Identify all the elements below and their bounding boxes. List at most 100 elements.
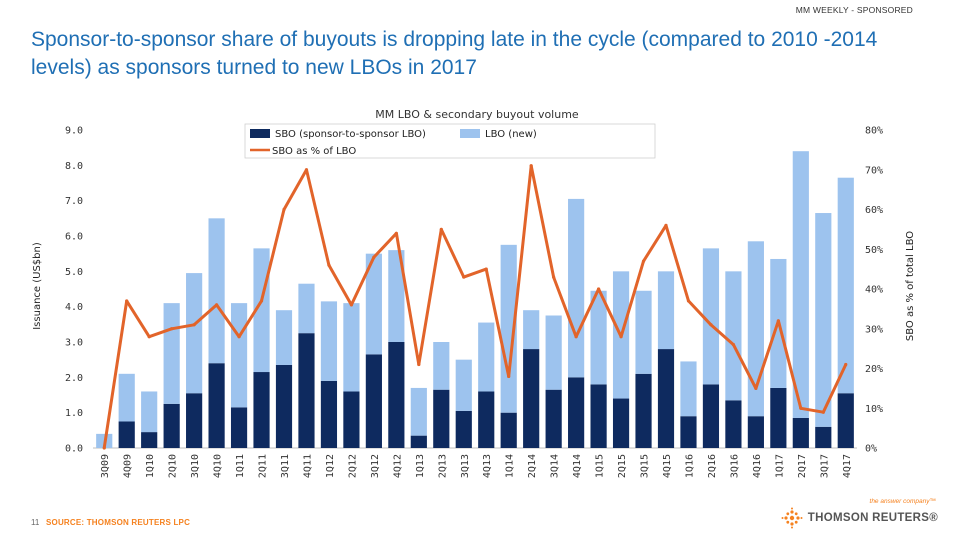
- reuters-dot-icon: [781, 507, 803, 529]
- bar-sbo-3Q11: [275, 364, 293, 448]
- bar-sbo-1Q10: [141, 432, 158, 448]
- y2-tick-label: 10%: [865, 404, 883, 415]
- bar-sbo-3Q13: [455, 410, 472, 448]
- bar-sbo-4Q13: [478, 391, 495, 448]
- bar-sbo-4Q09: [118, 421, 135, 448]
- sbo-share-point-4Q12: [394, 231, 398, 235]
- x-tick-label: 2Q14: [527, 454, 538, 478]
- sbo-share-point-4Q09: [125, 299, 129, 303]
- logo-name: THOMSON REUTERS®: [807, 512, 938, 524]
- chart-title: MM LBO & secondary buyout volume: [375, 108, 579, 121]
- bar-lbo-4Q12: [388, 250, 405, 342]
- sbo-share-point-3Q15: [641, 259, 646, 263]
- bar-sbo-1Q14: [500, 412, 517, 448]
- bar-lbo-3Q17: [815, 213, 832, 427]
- x-tick-label: 3Q12: [370, 454, 381, 478]
- bar-sbo-1Q11: [230, 407, 248, 448]
- sbo-share-point-2Q13: [439, 227, 443, 231]
- slide-title: Sponsor-to-sponsor share of buyouts is d…: [31, 28, 878, 79]
- bar-sbo-3Q12: [365, 354, 382, 448]
- legend-lbo-swatch: [460, 129, 480, 138]
- x-tick-label: 4Q11: [302, 454, 313, 478]
- sbo-share-point-1Q10: [147, 335, 151, 339]
- sbo-share-point-3Q11: [282, 207, 286, 212]
- sbo-share-point-1Q16: [686, 299, 691, 303]
- bar-lbo-2Q10: [163, 303, 180, 404]
- bar-sbo-3Q15: [635, 373, 652, 448]
- y2-ticks: 0% 10% 20% 30% 40% 50% 60% 70% 80%: [865, 126, 883, 455]
- y-tick-label: 3.0: [65, 338, 83, 349]
- y-tick-label: 4.0: [65, 302, 83, 313]
- sbo-share-point-1Q17: [776, 319, 780, 323]
- y2-tick-label: 0%: [865, 444, 877, 455]
- sbo-share-point-2Q17: [799, 406, 803, 410]
- sbo-share-point-2Q16: [709, 323, 713, 327]
- bar-lbo-2Q13: [433, 342, 450, 390]
- y2-tick-label: 80%: [865, 126, 883, 137]
- y-axis-label: Issuance (US$bn): [32, 242, 43, 330]
- sbo-share-point-2Q12: [349, 303, 354, 307]
- logo-tagline: the answer company™: [869, 498, 936, 505]
- x-tick-label: 4Q13: [482, 454, 493, 478]
- bar-lbo-1Q16: [680, 361, 697, 417]
- bar-lbo-1Q14: [500, 244, 517, 413]
- bar-lbo-2Q16: [702, 248, 720, 385]
- y-tick-label: 6.0: [65, 232, 83, 243]
- bar-sbo-2Q15: [612, 398, 630, 448]
- x-tick-label: 1Q14: [505, 454, 516, 478]
- sbo-share-point-1Q13: [417, 362, 421, 367]
- bar-sbo-4Q11: [298, 333, 315, 448]
- bars-group: [96, 151, 854, 448]
- x-tick-label: 2Q15: [617, 454, 628, 478]
- x-tick-label: 1Q13: [415, 454, 426, 478]
- x-tick-label: 1Q16: [684, 454, 695, 478]
- y-tick-label: 8.0: [65, 161, 83, 172]
- sbo-share-point-4Q17: [844, 362, 848, 367]
- bar-lbo-2Q17: [792, 151, 809, 418]
- bar-sbo-3Q14: [545, 389, 562, 448]
- bar-lbo-4Q13: [478, 322, 495, 392]
- bar-sbo-4Q17: [837, 393, 854, 448]
- x-tick-label: 3Q17: [819, 454, 830, 478]
- bar-lbo-4Q09: [118, 373, 135, 422]
- bar-sbo-2Q16: [702, 384, 720, 448]
- x-tick-label: 3Q13: [460, 454, 471, 478]
- sbo-share-point-3Q12: [372, 255, 376, 259]
- sbo-share-point-2Q14: [529, 164, 533, 168]
- bar-lbo-4Q11: [298, 283, 315, 334]
- sbo-share-point-3Q17: [821, 410, 825, 414]
- bar-lbo-1Q15: [590, 290, 607, 385]
- sbo-share-point-1Q15: [596, 287, 601, 291]
- y-ticks: 0.0 1.0 2.0 3.0 4.0 5.0 6.0 7.0 8.0 9.0: [65, 126, 83, 455]
- sbo-share-point-4Q13: [484, 267, 488, 271]
- bar-lbo-4Q10: [208, 218, 225, 364]
- bar-sbo-2Q12: [343, 391, 360, 448]
- x-tick-label: 1Q10: [145, 454, 156, 478]
- y-tick-label: 7.0: [65, 196, 83, 207]
- bar-sbo-2Q13: [433, 389, 450, 448]
- x-tick-label: 3Q11: [280, 454, 291, 478]
- y2-axis-label: SBO as % of total LBO: [905, 231, 916, 341]
- x-tick-label: 2Q13: [437, 454, 448, 478]
- sbo-share-line-group: [102, 164, 848, 450]
- x-tick-label: 3Q10: [190, 454, 201, 478]
- bar-sbo-4Q12: [388, 342, 405, 448]
- bar-lbo-1Q12: [320, 301, 338, 381]
- x-tick-label: 4Q12: [392, 454, 403, 478]
- x-tick-label: 4Q14: [572, 454, 583, 478]
- x-tick-label: 4Q16: [752, 454, 763, 478]
- bar-sbo-1Q15: [590, 384, 607, 448]
- sbo-share-point-3Q14: [552, 275, 556, 279]
- bar-sbo-1Q17: [770, 387, 787, 448]
- sbo-share-point-4Q11: [304, 168, 309, 172]
- y-tick-label: 9.0: [65, 126, 83, 137]
- bar-lbo-2Q12: [343, 303, 360, 392]
- x-tick-label: 1Q11: [235, 454, 246, 478]
- bar-lbo-3Q11: [275, 310, 293, 365]
- x-tick-label: 3Q14: [550, 454, 561, 478]
- page-number: 11: [31, 518, 40, 527]
- sbo-share-point-4Q10: [214, 303, 219, 307]
- bar-sbo-4Q16: [747, 416, 764, 448]
- sbo-share-point-1Q11: [237, 335, 241, 339]
- y-tick-label: 2.0: [65, 373, 83, 384]
